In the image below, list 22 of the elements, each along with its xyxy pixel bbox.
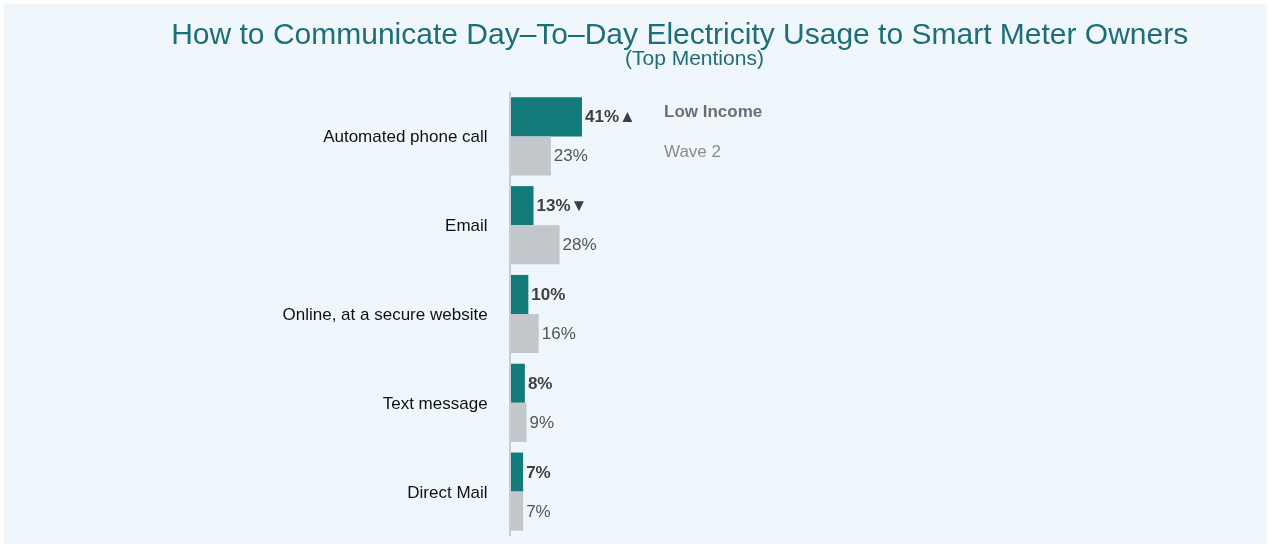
bar — [511, 186, 534, 226]
y-tick-label: Online, at a secure website — [282, 304, 488, 324]
y-tick-label: Automated phone call — [323, 127, 488, 147]
data-label: 9% — [529, 412, 555, 432]
bar — [511, 97, 583, 137]
data-label: 13%▼ — [536, 196, 588, 216]
y-tick-label: Text message — [382, 393, 488, 413]
data-label: 7% — [526, 462, 551, 482]
data-label: 8% — [527, 373, 553, 393]
bar — [511, 452, 524, 492]
bar — [511, 363, 525, 403]
text: Low Income — [664, 102, 763, 121]
y-tick-label: Direct Mail — [407, 482, 488, 502]
data-label: 10% — [531, 284, 566, 304]
bar — [511, 274, 529, 314]
data-label: 41%▲ — [585, 107, 636, 127]
data-label: 16% — [541, 324, 576, 344]
y-tick-label: Email — [445, 216, 488, 236]
text: Wave 2 — [664, 142, 722, 161]
data-label: 7% — [526, 501, 551, 521]
data-label: 28% — [562, 235, 597, 255]
data-label: 23% — [553, 146, 588, 166]
